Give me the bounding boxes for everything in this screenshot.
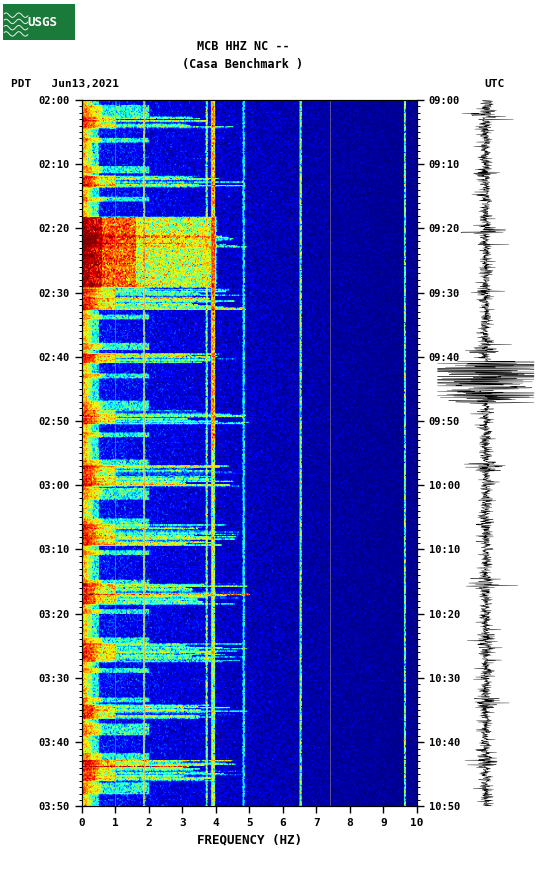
Text: (Casa Benchmark ): (Casa Benchmark ) xyxy=(182,58,304,70)
Text: UTC: UTC xyxy=(484,78,504,89)
X-axis label: FREQUENCY (HZ): FREQUENCY (HZ) xyxy=(197,834,302,847)
Text: MCB HHZ NC --: MCB HHZ NC -- xyxy=(197,40,289,53)
Text: USGS: USGS xyxy=(27,16,57,29)
Text: PDT   Jun13,2021: PDT Jun13,2021 xyxy=(11,78,119,89)
